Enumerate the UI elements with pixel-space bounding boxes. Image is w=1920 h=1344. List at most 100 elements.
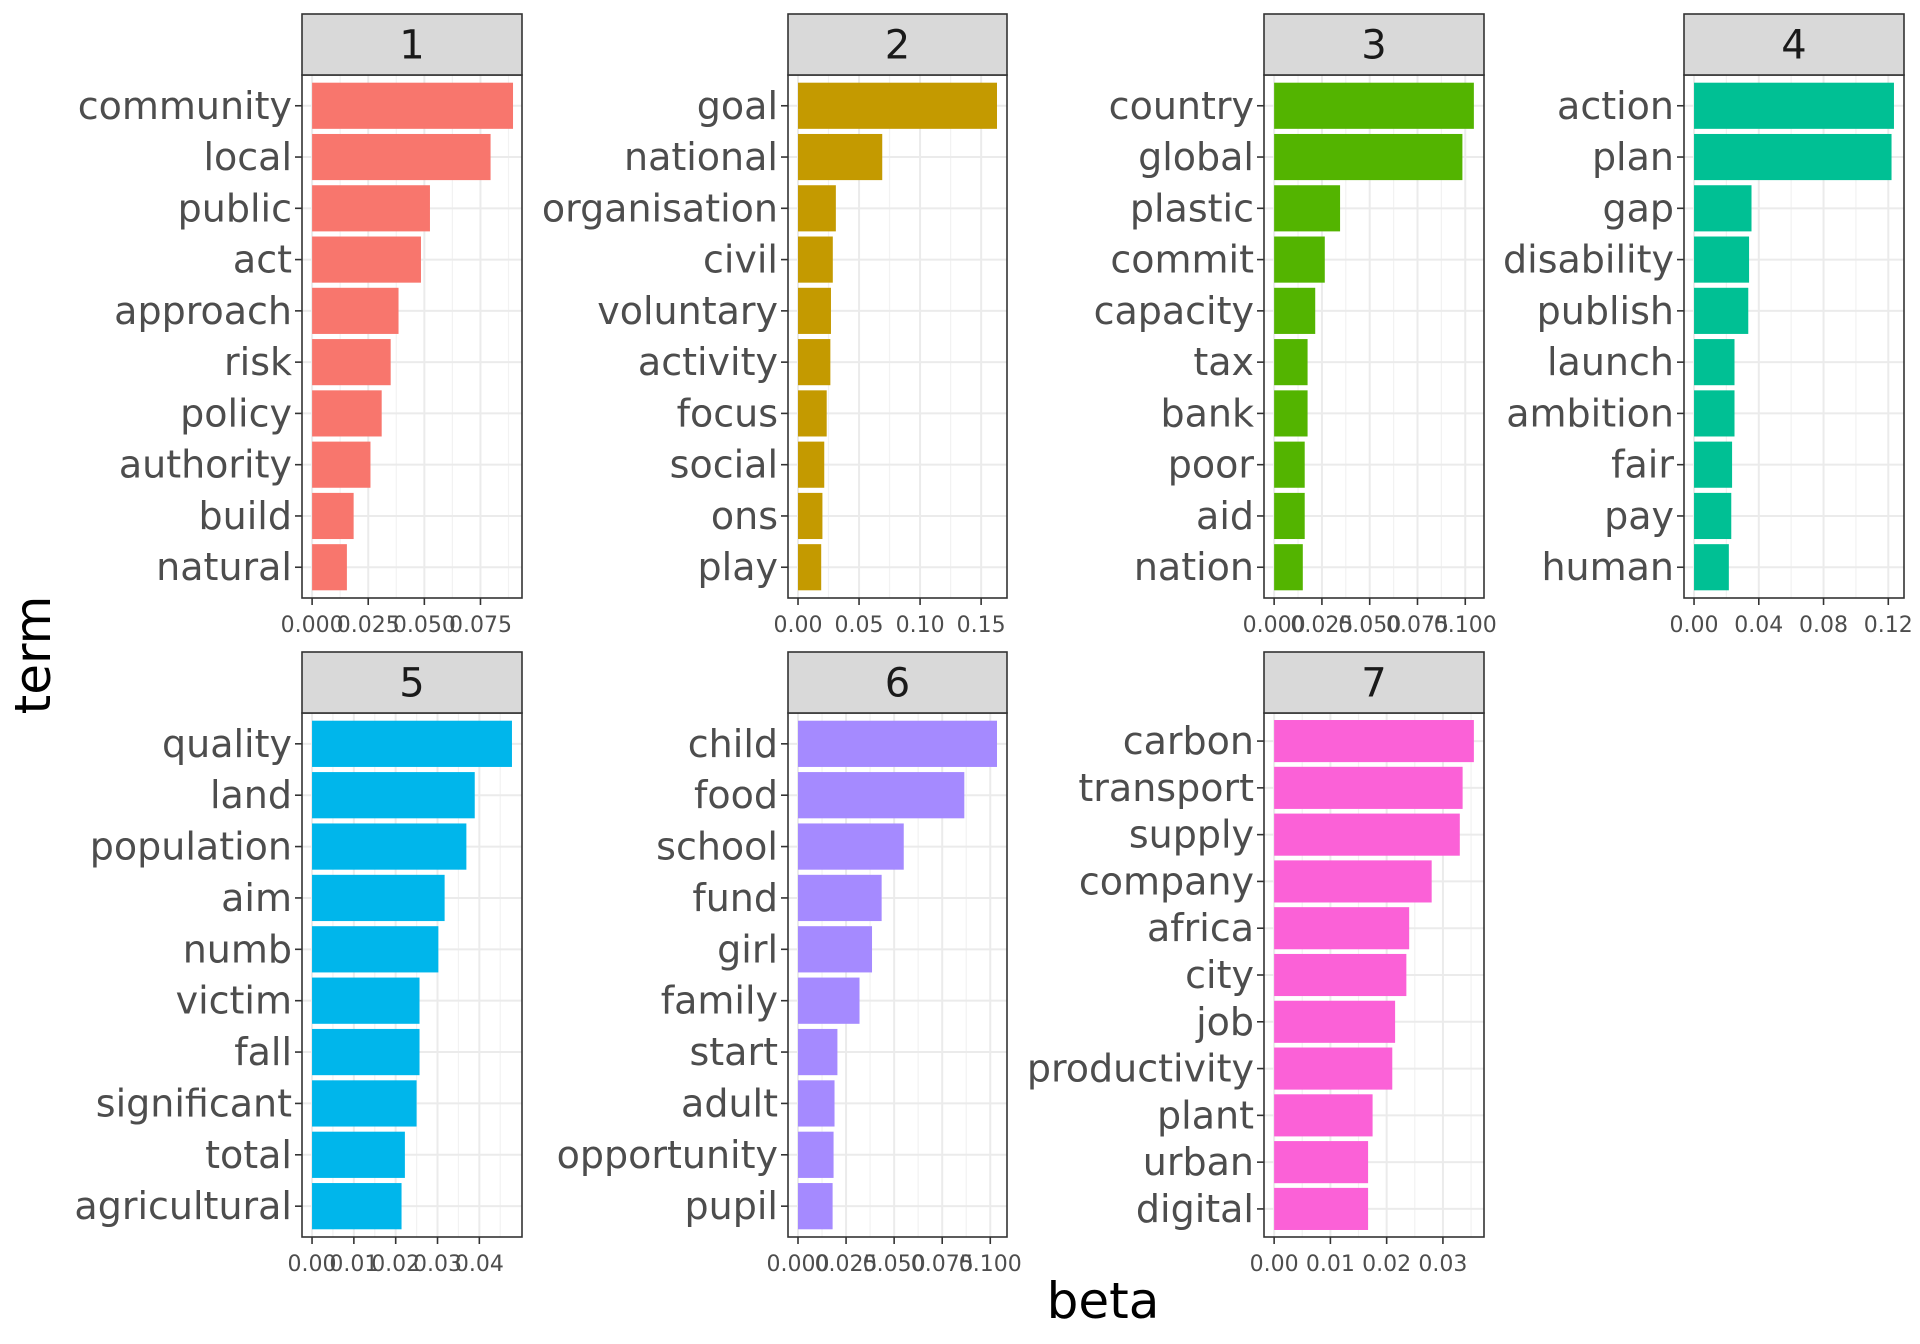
x-tick-label: 0.100 bbox=[1434, 613, 1497, 638]
bar-fall bbox=[312, 1028, 420, 1076]
term-label-authority: authority bbox=[119, 443, 292, 487]
bar-capacity bbox=[1274, 287, 1316, 334]
term-label-approach: approach bbox=[114, 289, 292, 333]
term-label-urban: urban bbox=[1143, 1140, 1254, 1184]
x-tick-label: 0.000 bbox=[767, 1252, 830, 1277]
term-label-adult: adult bbox=[681, 1081, 778, 1125]
term-label-start: start bbox=[689, 1030, 778, 1074]
bar-national bbox=[798, 133, 883, 181]
panels-layer: 1 community local public act approach risk poli… bbox=[74, 13, 1913, 1277]
bar-significant bbox=[312, 1080, 417, 1127]
bar-fund bbox=[797, 874, 882, 922]
term-label-organisation: organisation bbox=[542, 186, 778, 230]
x-tick-label: 0.050 bbox=[863, 1252, 926, 1277]
x-tick-label: 0.15 bbox=[957, 613, 1006, 638]
term-label-action: action bbox=[1557, 84, 1674, 128]
bar-agricultural bbox=[312, 1183, 402, 1230]
panel-6: 6 child food school fund girl family start adult… bbox=[557, 651, 1022, 1277]
x-tick-label: 0.00 bbox=[288, 1252, 337, 1277]
bar-commit bbox=[1274, 236, 1325, 283]
bar-publish bbox=[1694, 287, 1749, 334]
bar-numb bbox=[312, 926, 439, 973]
bar-nation bbox=[1274, 544, 1303, 591]
term-label-global: global bbox=[1138, 135, 1254, 179]
x-tick-label: 0.12 bbox=[1864, 613, 1913, 638]
term-label-school: school bbox=[656, 825, 778, 869]
bar-launch bbox=[1694, 339, 1735, 386]
bar-goal bbox=[798, 82, 997, 129]
bar-land bbox=[312, 772, 475, 819]
bar-food bbox=[797, 772, 965, 819]
x-tick-label: 0.050 bbox=[1338, 613, 1401, 638]
x-tick-label: 0.04 bbox=[1734, 613, 1783, 638]
term-label-goal: goal bbox=[697, 84, 778, 128]
bar-local bbox=[312, 133, 491, 181]
bar-school bbox=[797, 823, 904, 870]
term-label-fall: fall bbox=[234, 1030, 292, 1074]
x-tick-label: 0.025 bbox=[1290, 613, 1353, 638]
term-label-productivity: productivity bbox=[1027, 1047, 1254, 1091]
bar-productivity bbox=[1274, 1047, 1393, 1090]
bar-child bbox=[797, 720, 998, 767]
bar-approach bbox=[312, 287, 399, 334]
term-label-child: child bbox=[688, 722, 778, 766]
term-label-girl: girl bbox=[717, 927, 778, 971]
term-label-voluntary: voluntary bbox=[597, 289, 778, 333]
term-label-natural: natural bbox=[156, 545, 292, 589]
term-label-national: national bbox=[624, 135, 778, 179]
bar-population bbox=[312, 823, 467, 870]
strip-label: 1 bbox=[399, 23, 424, 69]
term-label-plastic: plastic bbox=[1130, 186, 1254, 230]
bar-human bbox=[1694, 544, 1729, 591]
term-label-opportunity: opportunity bbox=[557, 1133, 778, 1177]
term-label-agricultural: agricultural bbox=[74, 1184, 292, 1228]
bar-ambition bbox=[1694, 390, 1735, 437]
term-label-disability: disability bbox=[1503, 238, 1674, 282]
x-tick-label: 0.00 bbox=[1250, 1252, 1299, 1277]
bar-city bbox=[1274, 953, 1407, 997]
term-label-numb: numb bbox=[183, 927, 292, 971]
term-label-tax: tax bbox=[1193, 340, 1254, 384]
strip-background bbox=[787, 651, 1008, 714]
panel-4: 4 action plan gap disability publish launch amb… bbox=[1503, 13, 1913, 638]
term-label-poor: poor bbox=[1168, 443, 1255, 487]
term-label-carbon: carbon bbox=[1123, 719, 1254, 763]
bar-africa bbox=[1274, 907, 1410, 950]
bar-authority bbox=[312, 441, 371, 488]
term-label-company: company bbox=[1079, 859, 1254, 903]
bar-policy bbox=[312, 390, 382, 437]
x-tick-label: 0.10 bbox=[896, 613, 945, 638]
term-label-fund: fund bbox=[692, 876, 778, 920]
x-tick-label: 0.08 bbox=[1799, 613, 1848, 638]
term-label-aim: aim bbox=[221, 876, 292, 920]
bar-ons bbox=[798, 492, 823, 540]
bar-poor bbox=[1274, 441, 1305, 488]
term-label-civil: civil bbox=[703, 238, 778, 282]
bar-opportunity bbox=[797, 1131, 834, 1178]
term-label-transport: transport bbox=[1078, 766, 1254, 810]
panel-3: 3 country global plastic commit capacity tax ba… bbox=[1094, 13, 1497, 638]
term-label-launch: launch bbox=[1547, 340, 1674, 384]
bar-digital bbox=[1274, 1187, 1369, 1230]
bar-action bbox=[1694, 82, 1894, 129]
term-label-food: food bbox=[694, 773, 778, 817]
strip-background bbox=[301, 651, 523, 714]
term-label-play: play bbox=[698, 545, 778, 589]
x-tick-label: 0.075 bbox=[911, 1252, 974, 1277]
term-label-land: land bbox=[210, 773, 292, 817]
bar-organisation bbox=[798, 185, 836, 232]
bar-civil bbox=[798, 236, 833, 283]
term-label-commit: commit bbox=[1110, 238, 1254, 282]
term-label-digital: digital bbox=[1136, 1187, 1254, 1231]
term-label-country: country bbox=[1109, 84, 1254, 128]
strip-background bbox=[1263, 651, 1485, 714]
term-label-local: local bbox=[203, 135, 292, 179]
bar-plan bbox=[1694, 133, 1892, 181]
x-tick-label: 0.02 bbox=[1362, 1252, 1411, 1277]
term-label-population: population bbox=[90, 825, 292, 869]
bar-fair bbox=[1694, 441, 1733, 488]
bar-company bbox=[1274, 860, 1432, 903]
x-tick-label: 0.050 bbox=[393, 613, 456, 638]
bar-transport bbox=[1274, 766, 1463, 809]
